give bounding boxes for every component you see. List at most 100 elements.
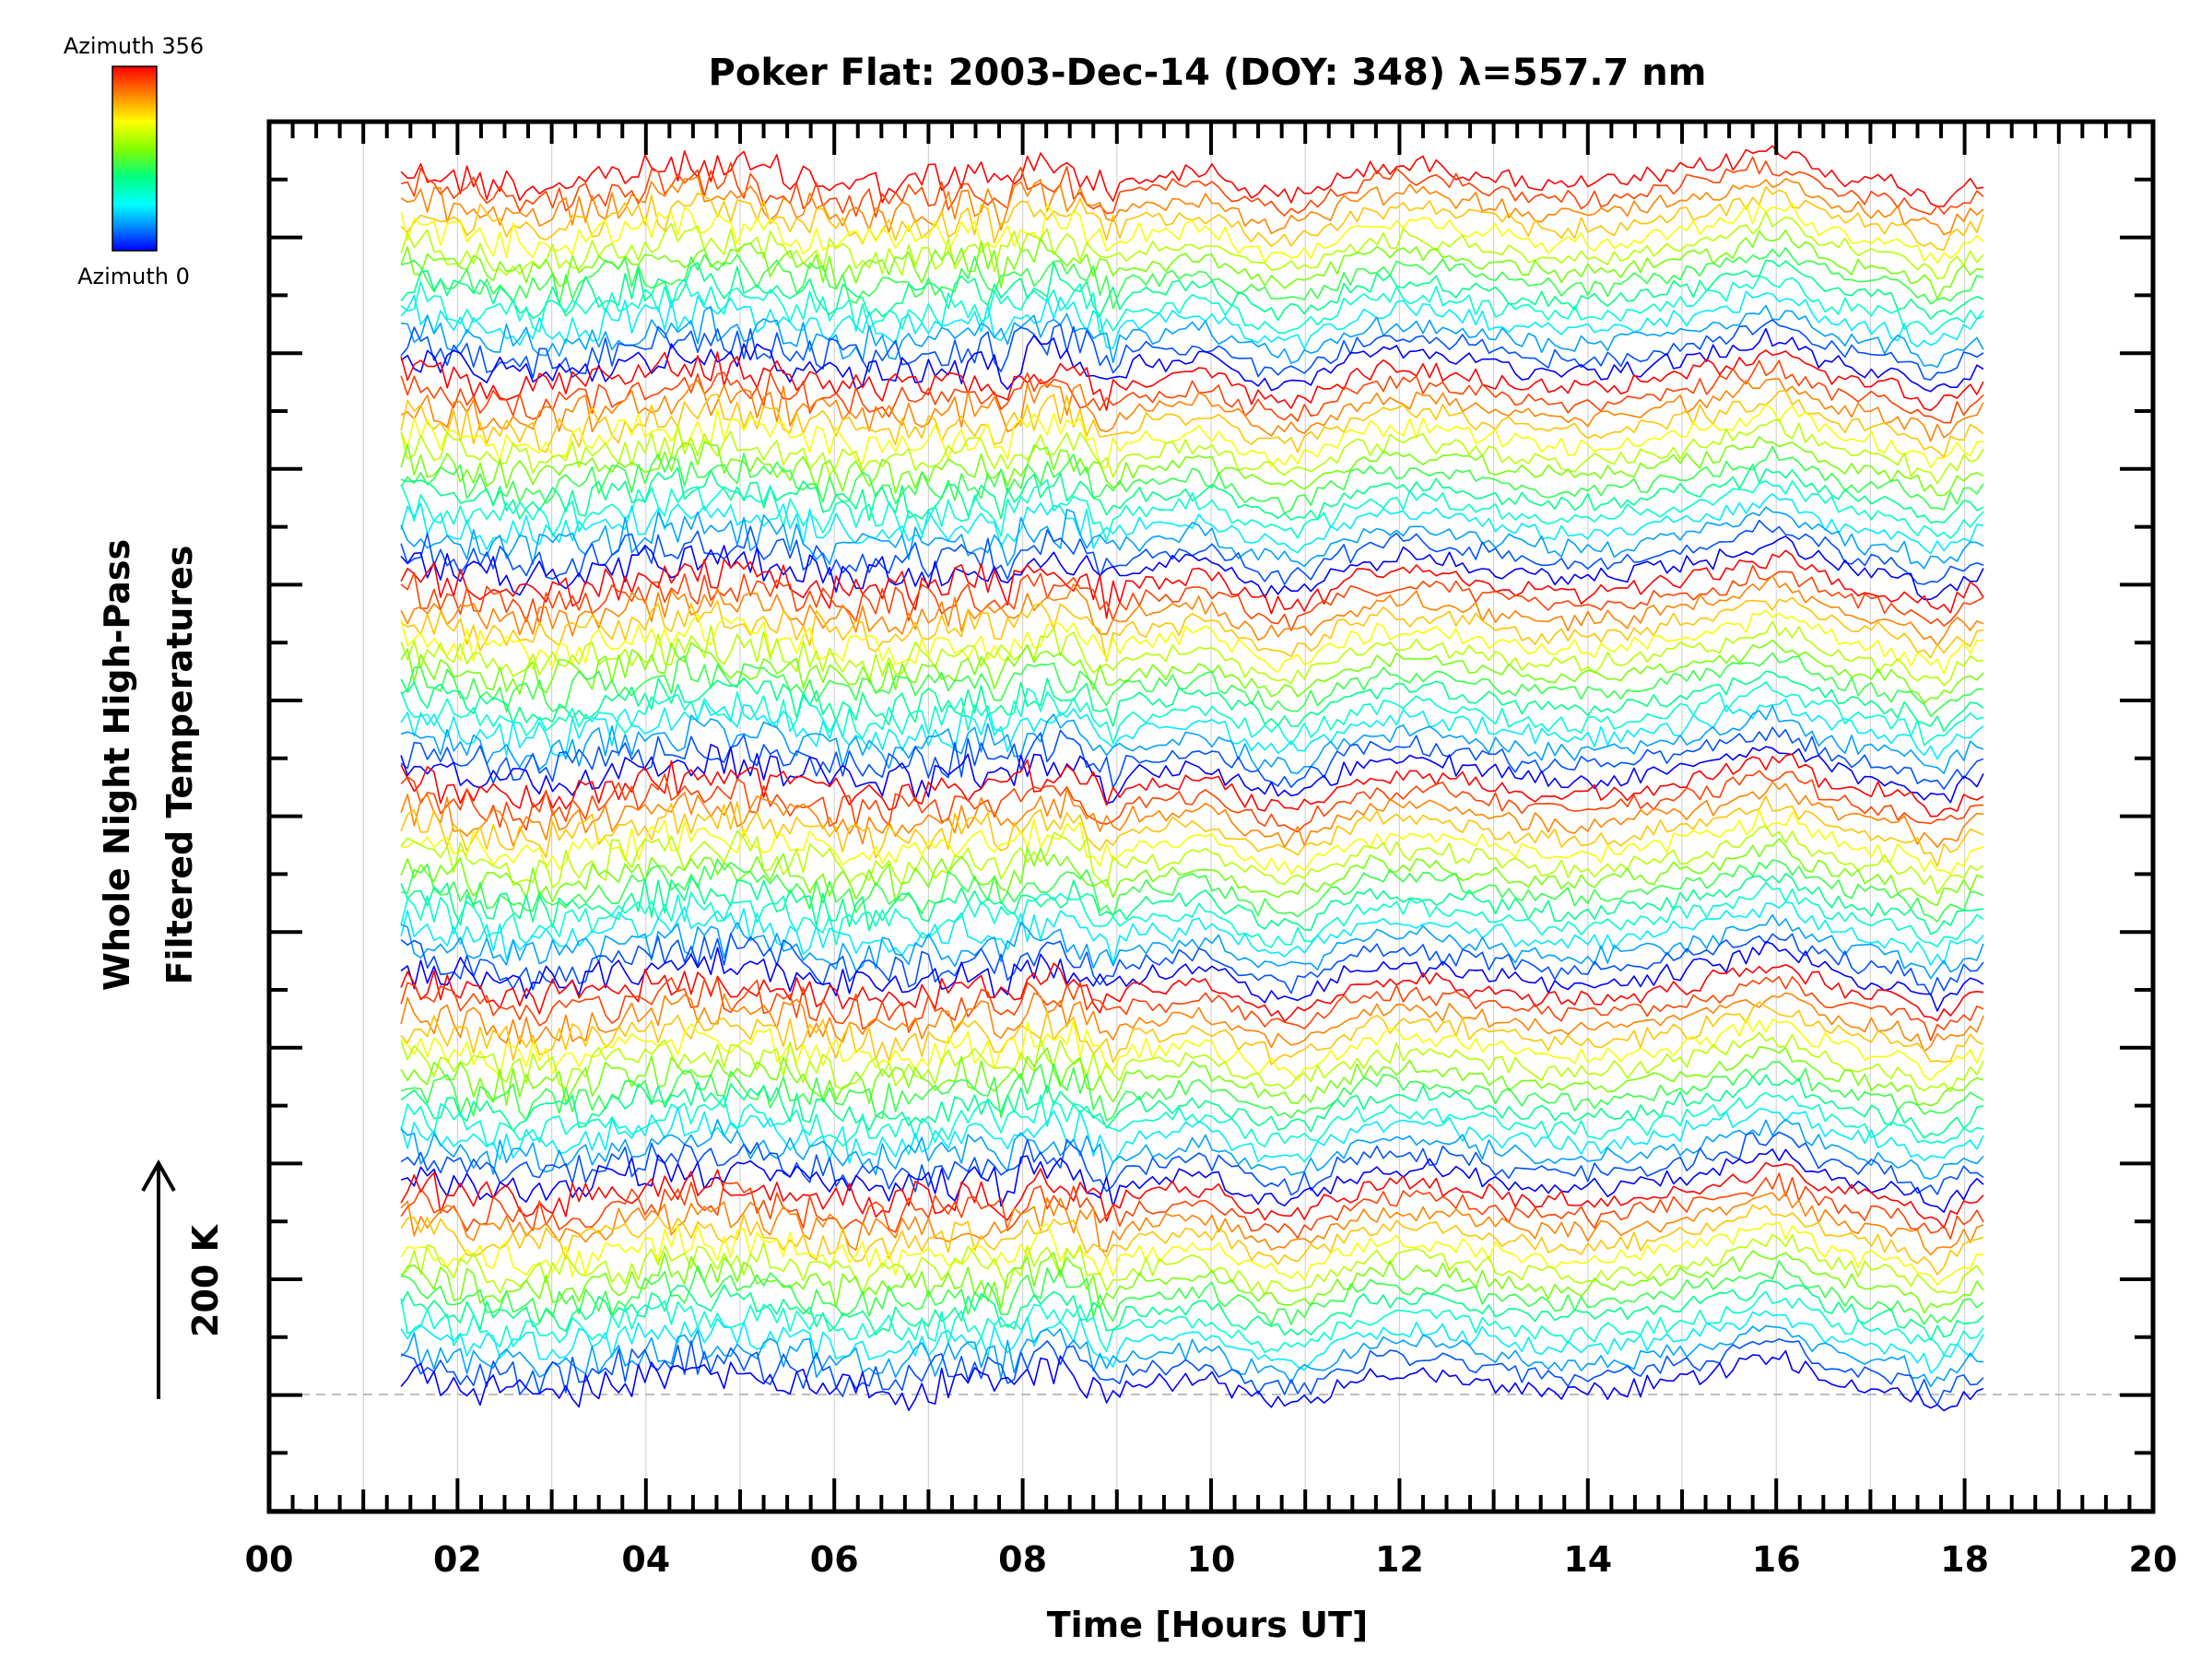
series-line — [400, 276, 1984, 335]
series-line — [400, 229, 1984, 300]
series-line — [400, 900, 1984, 966]
series-line — [400, 156, 1984, 218]
series-line — [400, 1172, 1984, 1240]
series-line — [400, 359, 1984, 424]
series-line — [400, 652, 1984, 718]
series-lines — [400, 145, 1984, 1412]
series-line — [400, 478, 1984, 542]
series-line — [400, 1001, 1984, 1065]
series-line — [400, 549, 1984, 619]
series-line — [400, 698, 1984, 760]
series-line — [400, 781, 1984, 849]
series-line — [400, 670, 1984, 733]
series-line — [400, 940, 1984, 1012]
x-tick-label: 08 — [998, 1539, 1047, 1580]
series-line — [400, 1290, 1984, 1356]
series-line — [400, 564, 1984, 631]
series-line — [401, 304, 1984, 369]
x-tick-label: 04 — [621, 1539, 670, 1580]
series-line — [400, 1349, 1984, 1412]
series-line — [400, 770, 1984, 833]
scale-label: 200 K — [185, 1223, 226, 1337]
series-line — [400, 962, 1984, 1022]
series-line — [400, 704, 1984, 775]
scale-arrow-icon — [141, 1159, 176, 1399]
series-line — [400, 1324, 1984, 1388]
series-line — [400, 535, 1984, 601]
x-tick-label: 06 — [810, 1539, 859, 1580]
series-line — [400, 753, 1984, 818]
series-line — [400, 445, 1984, 514]
x-tick-label: 02 — [433, 1539, 482, 1580]
series-line — [400, 825, 1984, 895]
series-line — [400, 389, 1984, 458]
series-line — [400, 596, 1984, 663]
series-line — [400, 1091, 1984, 1147]
series-line — [400, 404, 1984, 469]
series-line — [400, 418, 1984, 485]
series-line — [400, 1061, 1984, 1122]
x-tick-label: 18 — [1940, 1539, 1989, 1580]
series-line — [400, 327, 1984, 393]
x-axis-title: Time [Hours UT] — [1047, 1605, 1369, 1645]
x-tick-label: 12 — [1375, 1539, 1424, 1580]
series-line — [400, 1161, 1984, 1230]
y-axis-title-line2: Filtered Temperatures — [159, 546, 200, 985]
series-line — [401, 858, 1984, 923]
series-line — [400, 246, 1984, 310]
series-line — [400, 378, 1984, 442]
series-line — [400, 639, 1984, 704]
colorbar — [112, 65, 158, 252]
series-line — [400, 1148, 1984, 1213]
colorbar-bottom-label: Azimuth 0 — [77, 264, 190, 289]
series-line — [400, 620, 1984, 687]
series-line — [400, 1045, 1984, 1107]
series-line — [400, 1031, 1984, 1093]
series-line — [400, 506, 1984, 570]
series-line — [400, 726, 1984, 791]
colorbar-top-label: Azimuth 356 — [64, 33, 204, 59]
series-line — [400, 795, 1984, 867]
series-line — [400, 435, 1984, 497]
series-line — [400, 175, 1984, 236]
series-line — [400, 975, 1984, 1041]
series-line — [400, 1118, 1984, 1180]
series-line — [400, 992, 1984, 1053]
series-line — [400, 1250, 1984, 1314]
series-line — [400, 1260, 1984, 1326]
series-line — [400, 1191, 1984, 1256]
series-line — [400, 464, 1984, 524]
series-line — [400, 1310, 1984, 1374]
y-axis-title-line1: Whole Night High-Pass — [97, 539, 137, 991]
series-line — [400, 609, 1984, 675]
axes: 00 02 04 06 08 10 12 14 16 18 20 — [245, 119, 2178, 1580]
series-line — [400, 1106, 1984, 1165]
chart-title: Poker Flat: 2003-Dec-14 (DOY: 348) λ=557… — [709, 52, 1707, 94]
series-line — [400, 838, 1984, 907]
series-line — [400, 574, 1984, 647]
series-line — [400, 211, 1984, 280]
series-line — [400, 202, 1984, 265]
series-line — [400, 493, 1984, 555]
series-line — [400, 290, 1984, 350]
series-line — [400, 145, 1984, 207]
series-line — [400, 319, 1984, 381]
series-line — [400, 873, 1984, 935]
series-line — [400, 1074, 1984, 1139]
series-line — [400, 1233, 1984, 1296]
series-line — [401, 808, 1984, 876]
x-tick-label: 20 — [2129, 1539, 2178, 1580]
series-line — [400, 743, 1984, 805]
x-tick-label: 16 — [1752, 1539, 1801, 1580]
series-line — [400, 1204, 1984, 1276]
series-line — [400, 881, 1984, 948]
x-tick-label: 10 — [1187, 1539, 1236, 1580]
series-line — [400, 1279, 1984, 1341]
x-tick-label: 14 — [1563, 1539, 1612, 1580]
series-line — [400, 259, 1984, 322]
series-line — [400, 1221, 1984, 1286]
series-line — [400, 1018, 1984, 1082]
x-tick-label: 00 — [245, 1539, 294, 1580]
series-line — [400, 185, 1984, 252]
